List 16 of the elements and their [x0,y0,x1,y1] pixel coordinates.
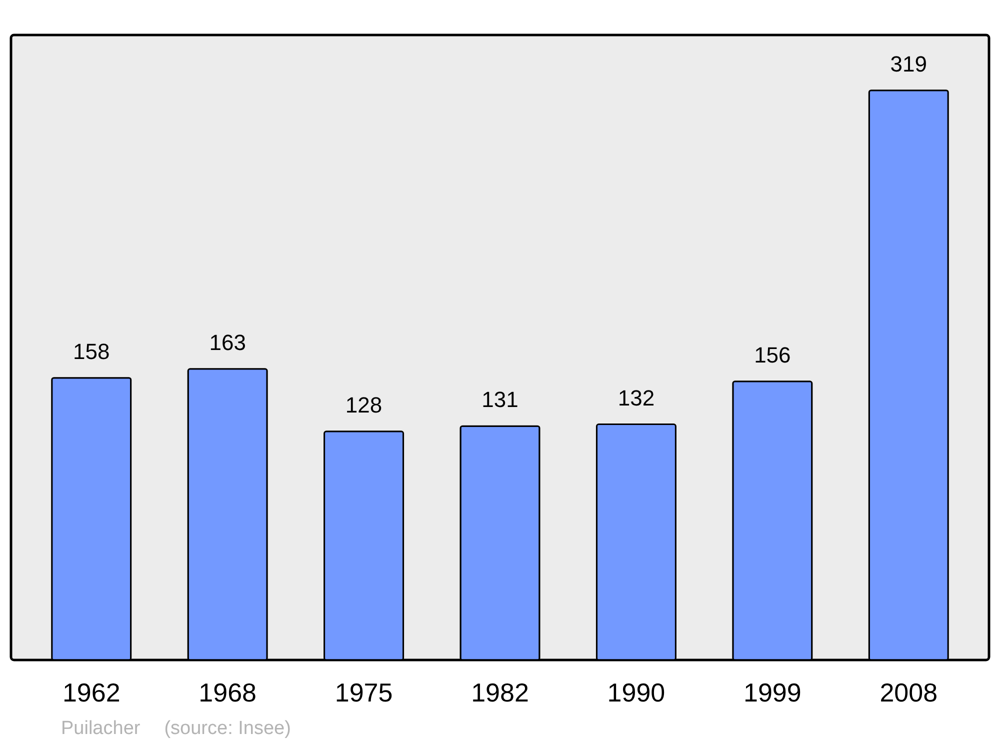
x-tick-label: 1982 [471,678,529,708]
data-label: 128 [345,392,382,418]
data-label: 158 [73,338,110,364]
x-tick-label: 2008 [880,678,938,708]
x-tick-label: 1975 [334,678,393,708]
x-tick-label: 1990 [607,678,666,708]
text: Puilacher [61,718,140,739]
x-tick-label: 1962 [62,678,120,708]
x-tick-label: 1968 [198,678,256,708]
text: (source: Insee) [164,718,291,739]
data-label: 319 [890,51,927,76]
data-label: 156 [754,342,791,368]
x-tick-label: 1999 [744,678,802,708]
data-label: 131 [482,387,518,412]
data-label: 132 [618,385,655,410]
data-label: 163 [209,330,246,355]
